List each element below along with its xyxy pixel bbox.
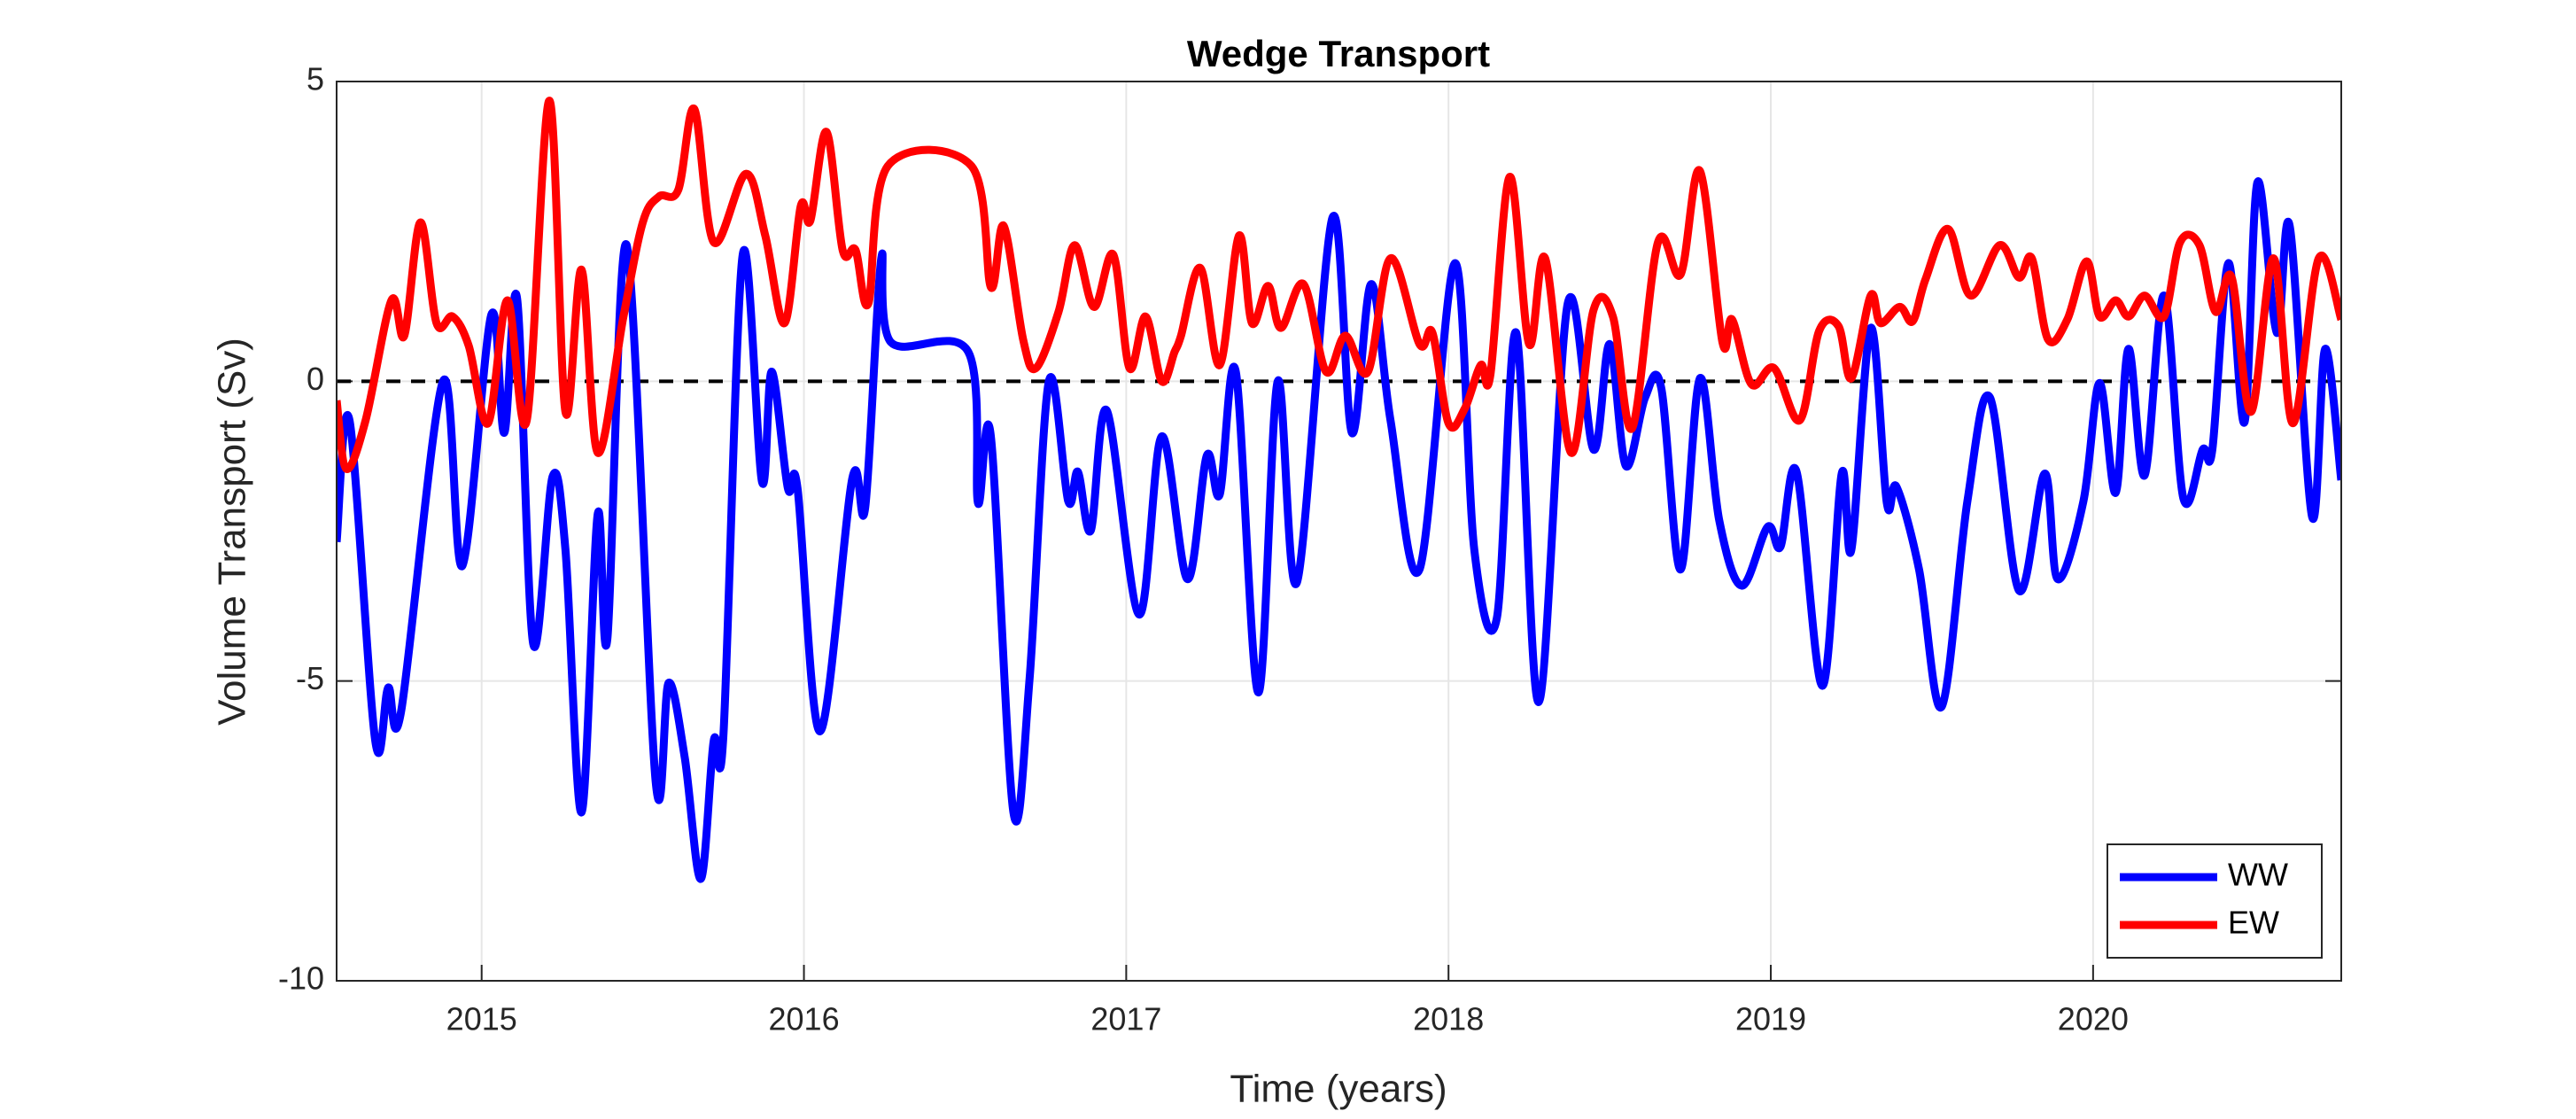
y-axis-label: Volume Transport (Sv) <box>211 338 254 726</box>
x-tick-label: 2019 <box>1735 1001 1806 1037</box>
x-tick-label: 2020 <box>2058 1001 2129 1037</box>
line-series <box>337 177 2341 883</box>
y-tick-label: 0 <box>306 361 324 397</box>
y-tick-label: 5 <box>306 61 324 97</box>
legend-label: WW <box>2228 857 2288 893</box>
x-tick-label: 2015 <box>446 1001 517 1037</box>
chart-title: Wedge Transport <box>1187 33 1490 74</box>
y-tick-label: -10 <box>278 960 324 997</box>
legend-box <box>2107 843 2323 959</box>
y-tick-label: -5 <box>296 660 324 696</box>
x-tick-label: 2018 <box>1413 1001 1484 1037</box>
legend-label: EW <box>2228 905 2279 941</box>
x-axis-label: Time (years) <box>1230 1068 1447 1111</box>
plot-frame <box>336 81 2342 982</box>
line-series <box>337 97 2341 473</box>
x-tick-label: 2017 <box>1090 1001 1161 1037</box>
x-tick-label: 2016 <box>769 1001 840 1037</box>
